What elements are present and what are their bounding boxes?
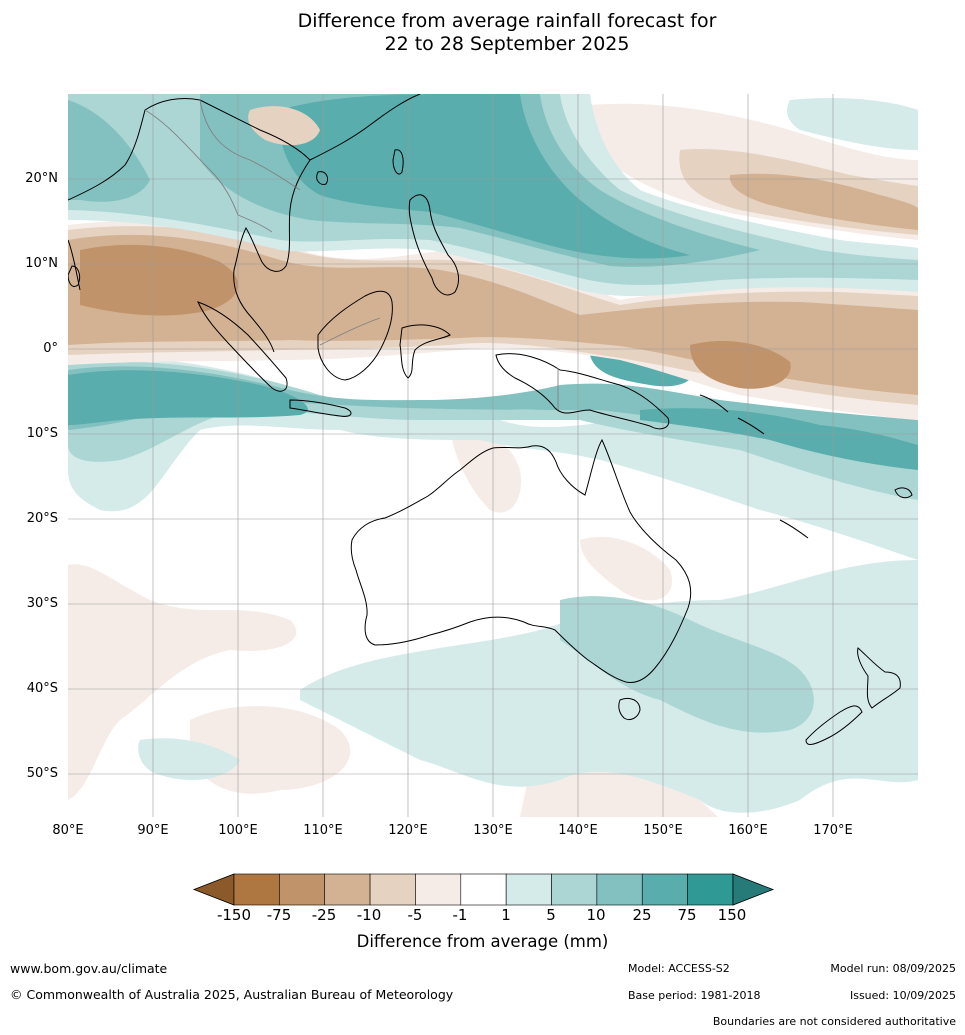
footer-copyright: © Commonwealth of Australia 2025, Austra… (10, 987, 454, 1002)
coast-hainan (316, 171, 329, 185)
colorbar-swatch (551, 873, 598, 906)
lon-label-80e: 80°E (52, 823, 84, 838)
colorbar-tick-0: -150 (216, 906, 252, 924)
colorbar-label: Difference from average (mm) (356, 932, 609, 951)
colorbar-tick-11: 150 (717, 906, 747, 924)
colorbar-tick-3: -10 (356, 906, 382, 924)
anomaly-aus-dry-north (450, 427, 521, 513)
coast-india-east (68, 239, 81, 291)
anomaly-north-dry-patch (248, 106, 320, 146)
colorbar-swatch (279, 873, 326, 906)
colorbar-swatch (460, 873, 507, 906)
lon-label-110e: 110°E (303, 823, 343, 838)
colorbar-tick-8: 10 (586, 906, 606, 924)
lon-label-150e: 150°E (643, 823, 683, 838)
anomaly-tropic-south-wet-core (68, 370, 308, 425)
colorbar-extend-high (732, 873, 775, 906)
colorbar-tick-10: 75 (677, 906, 697, 924)
colorbar-tick-5: -1 (452, 906, 468, 924)
anomaly-png-wet-core (640, 408, 918, 470)
anomaly-south-dry-west (68, 564, 297, 800)
coast-australia (350, 438, 692, 683)
lat-label-20s: 20°S (26, 511, 58, 526)
footer-base-period: Base period: 1981-2018 (628, 989, 761, 1002)
colorbar-tick-1: -75 (266, 906, 292, 924)
anomaly-npac-wet-patch (787, 98, 918, 150)
colorbar-swatch (415, 873, 462, 906)
anomaly-tropic-dry-high-east (690, 341, 791, 389)
coast-tasmania (618, 697, 641, 721)
colorbar-tick-9: 25 (632, 906, 652, 924)
lon-label-160e: 160°E (728, 823, 768, 838)
footer-disclaimer: Boundaries are not considered authoritat… (712, 1015, 956, 1028)
colorbar-extend-low (192, 873, 235, 906)
colorbar-tick-4: -5 (407, 906, 423, 924)
anomaly-north-wet-core (279, 94, 690, 259)
anomaly-south-wet-band (300, 560, 918, 813)
colorbar-tick-2: -25 (311, 906, 337, 924)
colorbar-swatch (596, 873, 643, 906)
footer-website: www.bom.gov.au/climate (10, 961, 168, 976)
colorbar-tick-7: 5 (546, 906, 556, 924)
lon-label-130e: 130°E (473, 823, 513, 838)
coast-fiji (894, 487, 913, 499)
lat-label-10s: 10°S (26, 426, 58, 441)
anomaly-south-wet-sw (138, 738, 240, 780)
coast-sri-lanka (68, 265, 81, 288)
lat-label-40s: 40°S (26, 681, 58, 696)
footer-model-run: Model run: 08/09/2025 (830, 962, 956, 975)
border-asia-1 (144, 109, 239, 216)
map-gridlines (68, 94, 918, 817)
coast-java (289, 399, 352, 417)
lon-label-100e: 100°E (218, 823, 258, 838)
chart-title: Difference from average rainfall forecas… (0, 10, 965, 56)
lat-label-20n: 20°N (25, 171, 58, 186)
coast-new-guinea (495, 353, 670, 430)
coast-philippines (408, 194, 459, 296)
anomaly-south-dry-east (520, 767, 718, 817)
title-line-1: Difference from average rainfall forecas… (297, 10, 717, 32)
coast-mainland-asia (68, 94, 421, 353)
anomaly-north-wet-west (68, 100, 150, 202)
coast-new-caledonia (779, 519, 809, 539)
coast-sumatra (197, 301, 288, 392)
anomaly-npac-dry-high (729, 173, 918, 230)
colorbar-swatch (641, 873, 688, 906)
coast-taiwan (392, 149, 404, 175)
lat-label-30s: 30°S (26, 596, 58, 611)
border-asia-2 (199, 99, 301, 191)
anomaly-aus-dry (580, 536, 672, 601)
colorbar-swatch (505, 873, 552, 906)
footer-model: Model: ACCESS-S2 (628, 962, 730, 975)
lon-label-140e: 140°E (558, 823, 598, 838)
lat-label-10n: 10°N (25, 256, 58, 271)
colorbar-swatch (369, 873, 416, 906)
anomaly-south-wet-mid (560, 596, 814, 733)
rainfall-map (68, 94, 918, 817)
colorbar-swatch (233, 873, 280, 906)
footer-issued: Issued: 10/09/2025 (849, 989, 956, 1002)
colorbar-swatch (687, 873, 734, 906)
border-borneo (319, 317, 381, 346)
anomaly-south-dry-mid (190, 706, 351, 794)
lat-label-0: 0° (43, 341, 58, 356)
lon-label-170e: 170°E (813, 823, 853, 838)
anomaly-tropic-dry-high-west (80, 244, 239, 316)
coast-sulawesi (399, 324, 451, 379)
lon-label-90e: 90°E (137, 823, 169, 838)
title-line-2: 22 to 28 September 2025 (384, 33, 630, 55)
coast-new-zealand-south (805, 705, 863, 745)
lat-label-50s: 50°S (26, 766, 58, 781)
coast-borneo (317, 290, 393, 381)
border-asia-3 (237, 214, 273, 233)
coast-solomon-islands (699, 394, 765, 435)
colorbar-tick-6: 1 (501, 906, 511, 924)
lon-label-120e: 120°E (388, 823, 428, 838)
colorbar-swatch (324, 873, 371, 906)
coast-new-zealand-north (857, 647, 901, 709)
